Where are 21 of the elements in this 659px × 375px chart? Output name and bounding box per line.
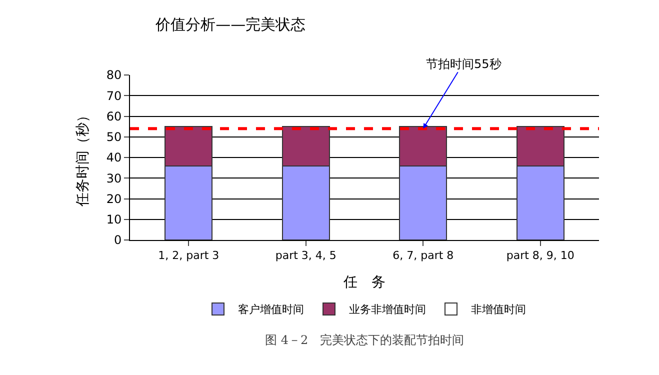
y-tick-label: 10: [106, 212, 122, 227]
legend-label: 非增值时间: [471, 303, 526, 316]
y-tick-label: 50: [106, 130, 122, 144]
y-tick-label: 70: [106, 88, 122, 103]
caption: 图 4－2 完美状态下的装配节拍时间: [265, 333, 464, 347]
legend-label: 业务非增值时间: [349, 303, 426, 316]
chart-title: 价值分析——完美状态: [154, 15, 306, 34]
y-tick-label: 30: [106, 171, 122, 186]
y-tick-label: 80: [106, 68, 122, 82]
x-tick-label: part 8, 9, 10: [506, 249, 574, 262]
x-axis-title: 任 务: [342, 274, 386, 290]
annotation: 节拍时间55秒: [426, 57, 502, 71]
x-tick-label: 6, 7, part 8: [392, 249, 454, 262]
y-tick-label: 20: [106, 192, 122, 206]
y-tick-label: 0: [114, 233, 122, 248]
y-tick-label: 40: [106, 150, 122, 165]
y-axis-title: 任务时间（秒）: [74, 108, 91, 208]
legend-label: 客户增值时间: [238, 303, 304, 316]
x-tick-label: 1, 2, part 3: [158, 249, 220, 262]
x-tick-label: part 3, 4, 5: [275, 249, 336, 262]
y-tick-label: 60: [106, 109, 122, 124]
